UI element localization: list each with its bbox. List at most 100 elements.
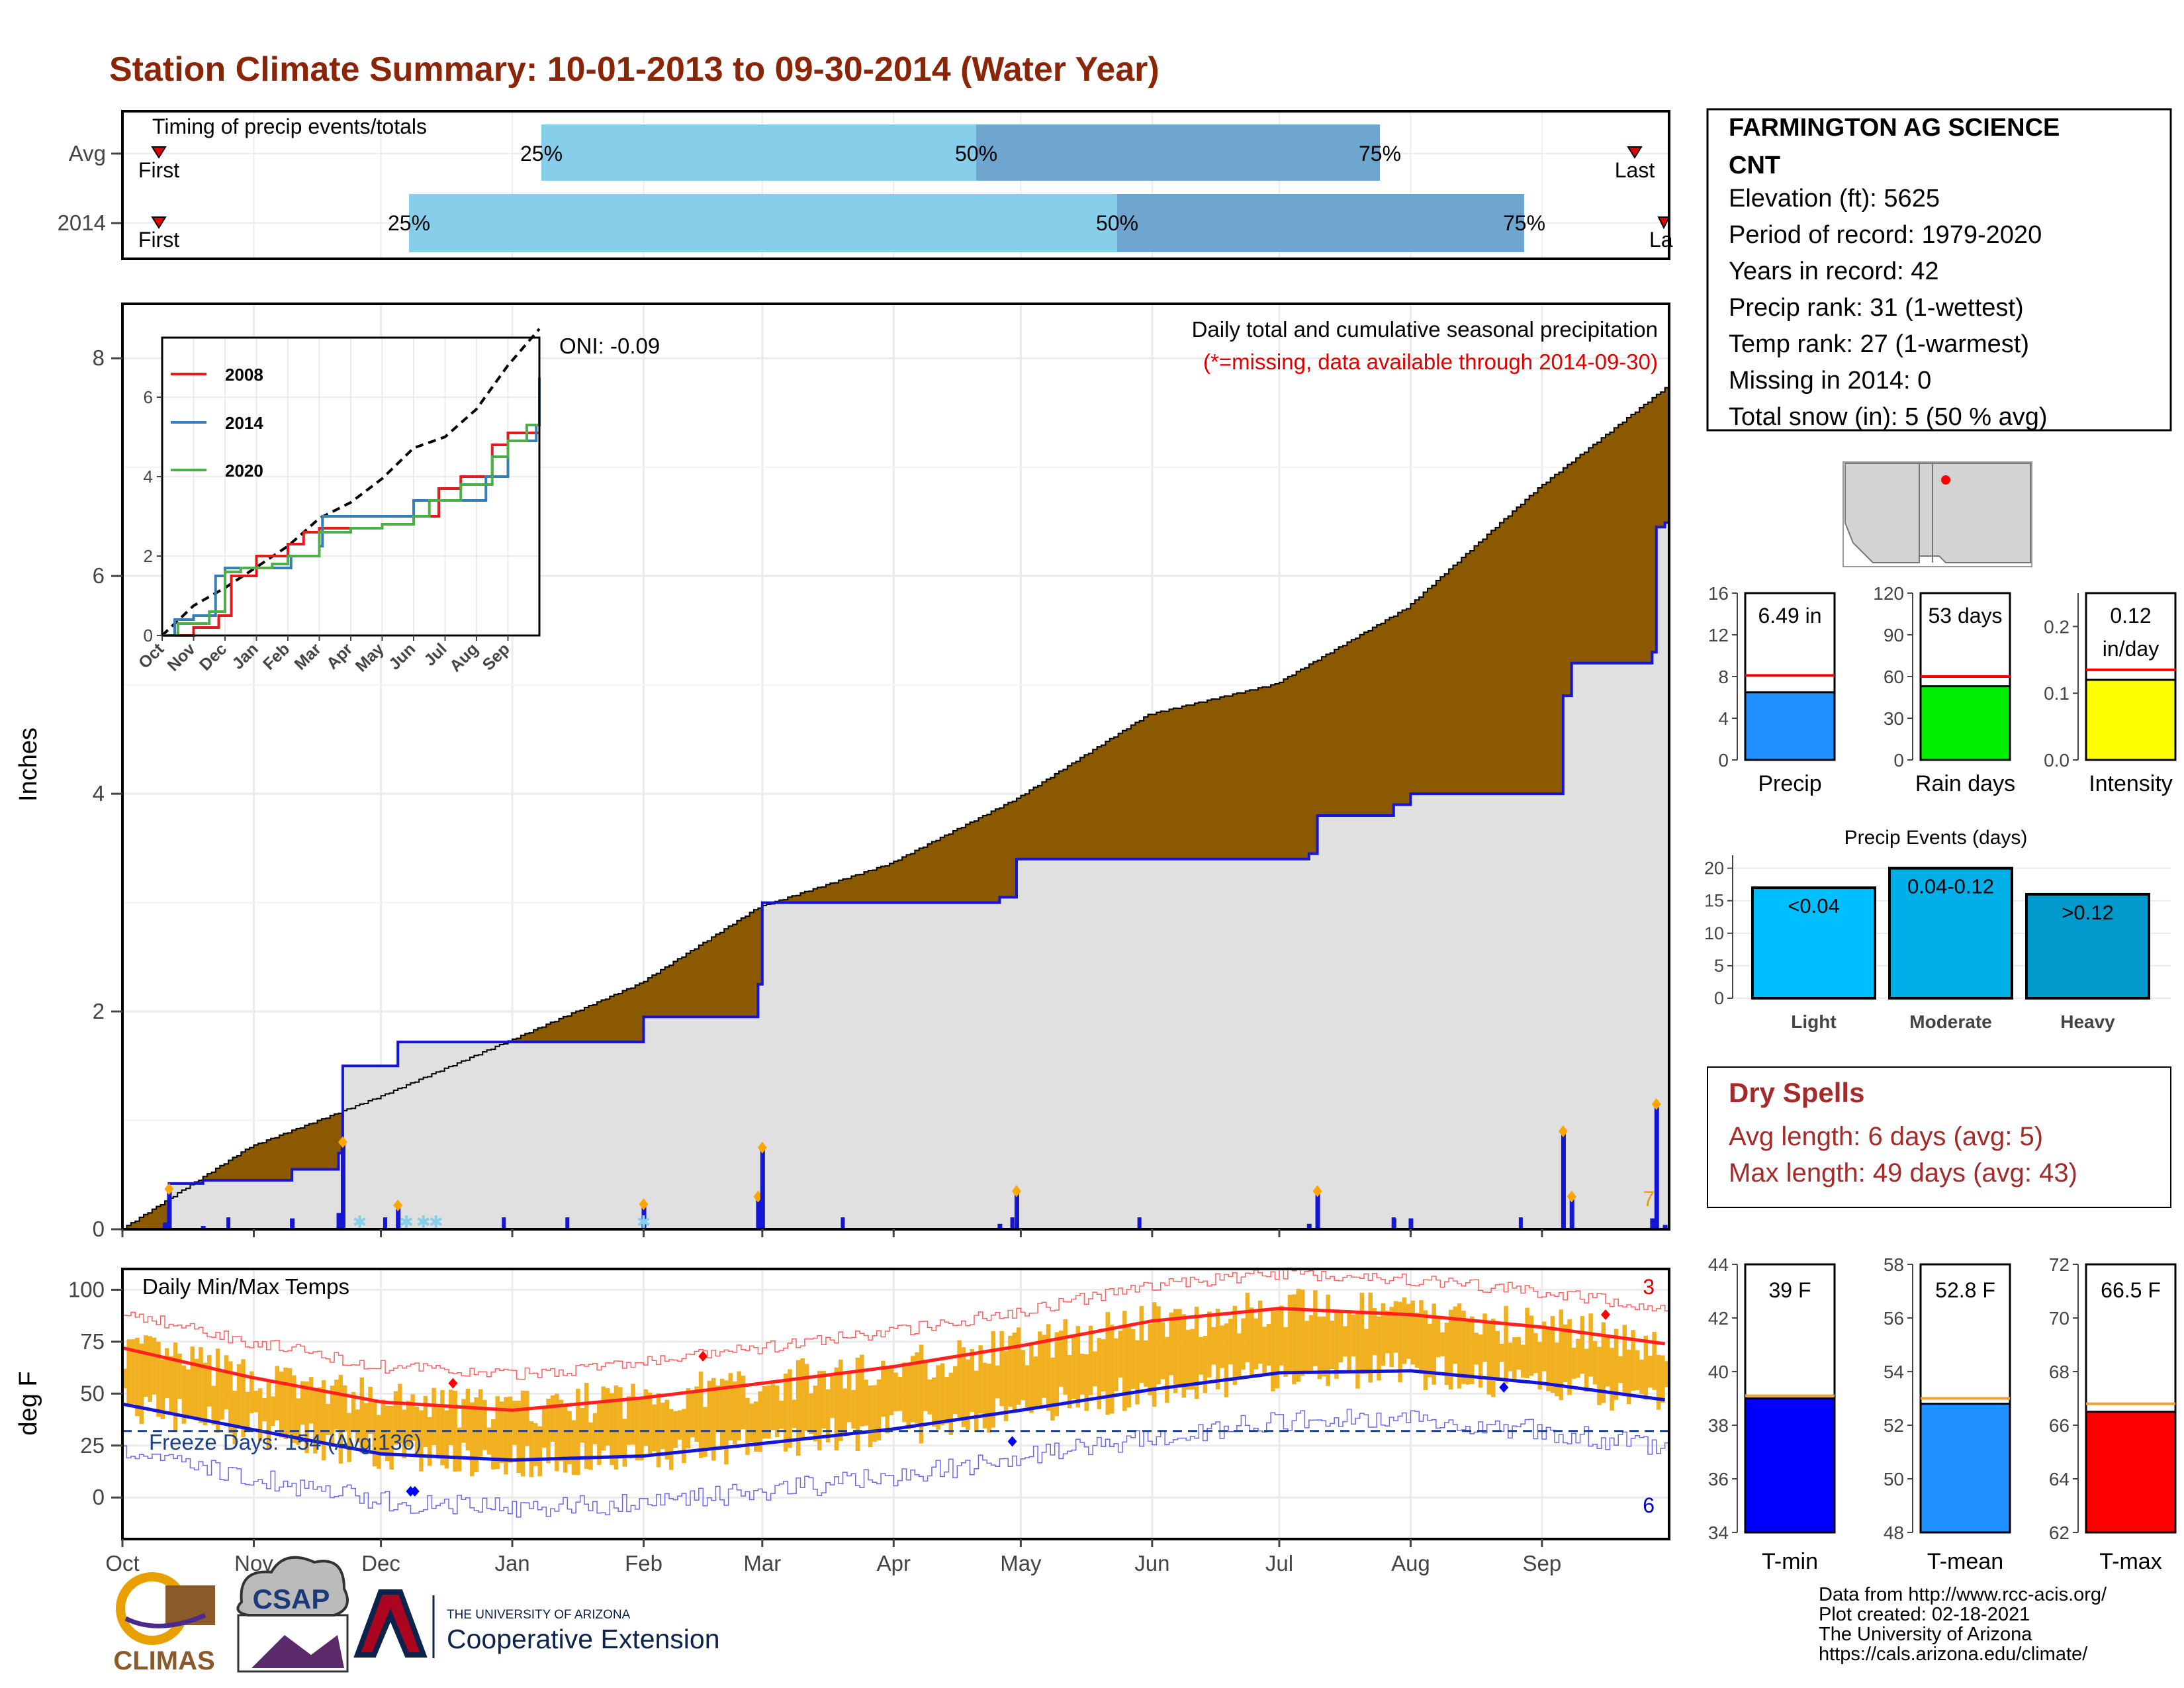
daily-temp-bar: [1105, 1312, 1110, 1415]
daily-temp-bar: [363, 1403, 369, 1454]
daily-temp-bar: [271, 1396, 275, 1427]
temp-summary-label: T-max: [2099, 1549, 2161, 1574]
daily-temp-bar: [842, 1388, 847, 1436]
mini-bar-rain-days: 0 30 60 90 120 53 days Rain days: [1873, 583, 2015, 796]
mini-bar-value-label: 53 days: [1928, 604, 2002, 628]
daily-temp-bar: [186, 1369, 191, 1416]
daily-temp-bar: [1084, 1354, 1089, 1411]
daily-temp-bar: [754, 1401, 758, 1452]
mini-bar-y-tick: 16: [1708, 583, 1729, 604]
daily-temp-bar: [482, 1399, 487, 1450]
daily-temp-bar: [313, 1391, 318, 1454]
daily-temp-bar: [1499, 1343, 1504, 1362]
daily-temp-bar: [491, 1419, 496, 1470]
daily-temp-bar: [660, 1402, 665, 1450]
temp-record-max-line: [122, 1267, 1670, 1380]
timing-avg-first-marker: [151, 146, 167, 159]
mini-bar-value: [1744, 691, 1836, 761]
page-title: Station Climate Summary: 10-01-2013 to 0…: [109, 50, 1160, 89]
mini-bar-value: [2085, 679, 2177, 761]
daily-temp-bar: [1059, 1331, 1064, 1387]
temp-avg-min-line: [122, 1369, 1665, 1462]
daily-temp-bar: [1029, 1344, 1034, 1413]
snow-marker: ✱: [353, 1212, 367, 1232]
daily-temp-bar: [470, 1402, 475, 1477]
daily-temp-bar: [673, 1411, 678, 1448]
daily-temp-bar: [520, 1390, 525, 1477]
daily-temp-bar: [533, 1423, 538, 1466]
daily-temp-bar: [499, 1401, 504, 1464]
daily-temp-bar: [1021, 1350, 1025, 1401]
daily-temp-bar: [635, 1400, 640, 1461]
daily-temp-bar: [444, 1410, 449, 1469]
daily-temp-bar: [1101, 1339, 1106, 1392]
timing-2014-q75-label: 75%: [1503, 211, 1545, 235]
daily-temp-bar: [228, 1361, 233, 1434]
daily-temp-bar: [677, 1410, 682, 1440]
daily-temp-bar: [940, 1363, 945, 1425]
location-map: [1843, 461, 2032, 567]
daily-temp-bar: [1330, 1321, 1335, 1370]
daily-temp-bar: [1482, 1313, 1487, 1362]
daily-temp-bar: [1093, 1351, 1097, 1387]
daily-temp-bar: [690, 1392, 695, 1438]
daily-temp-bar: [1432, 1303, 1436, 1385]
daily-temp-bar: [1359, 1292, 1365, 1374]
station-snow: Total snow (in): 5 (50 % avg): [1729, 403, 2048, 431]
month-label: Mar: [743, 1551, 781, 1575]
daily-temp-bar: [1559, 1309, 1564, 1400]
daily-temp-bar: [698, 1372, 704, 1458]
daily-temp-bar: [546, 1398, 551, 1464]
daily-precip-bar: [1654, 1103, 1659, 1229]
daily-temp-bar: [130, 1339, 136, 1405]
daily-temp-bar: [839, 1359, 843, 1442]
daily-temp-bar: [952, 1366, 958, 1415]
daily-temp-bar: [1393, 1301, 1398, 1353]
daily-precip-bar: [1518, 1217, 1523, 1229]
daily-temp-bar: [1622, 1325, 1627, 1397]
daily-temp-bar: [1177, 1309, 1182, 1386]
station-elevation: Elevation (ft): 5625: [1729, 185, 1940, 212]
daily-temp-bar: [211, 1385, 216, 1425]
daily-temp-bar: [1639, 1360, 1644, 1394]
temp-summary-y-tick: 68: [2049, 1362, 2070, 1382]
month-label: Sep: [1523, 1551, 1562, 1575]
mini-bar-y-tick: 0: [1893, 750, 1904, 771]
uofa-logo: THE UNIVERSITY OF ARIZONA Cooperative Ex…: [353, 1589, 720, 1658]
events-category-label: Moderate: [1909, 1011, 1991, 1032]
precip-event-marker: [164, 1183, 174, 1196]
daily-temp-bar: [1351, 1314, 1356, 1357]
daily-temp-bar: [245, 1391, 250, 1429]
temp-summary-label: T-min: [1762, 1549, 1818, 1574]
daily-temp-bar: [1190, 1329, 1195, 1390]
temp-y-tick: 25: [80, 1433, 105, 1458]
footer-line3: The University of Arizona: [1819, 1624, 2032, 1645]
snow-marker: ✱: [416, 1212, 431, 1232]
temp-summary-t-max: 62 64 66 68 70 72 66.5 F T-max: [2049, 1254, 2177, 1574]
daily-temp-bar: [241, 1359, 246, 1438]
daily-temp-bar: [1364, 1329, 1369, 1374]
timing-avg-q25-label: 25%: [520, 142, 563, 165]
daily-precip-bar: [1315, 1191, 1320, 1229]
daily-temp-bar: [300, 1381, 305, 1425]
daily-temp-bar: [1435, 1317, 1441, 1358]
temp-summary-y-tick: 44: [1708, 1254, 1729, 1275]
daily-temp-bar: [1491, 1318, 1496, 1397]
events-bar-label: <0.04: [1788, 894, 1839, 917]
temp-summary-value-label: 52.8 F: [1935, 1278, 1995, 1302]
daily-temp-bar: [664, 1399, 670, 1460]
daily-temp-bar: [846, 1370, 852, 1423]
daily-precip-bar: [1561, 1131, 1566, 1229]
footer-credits: Data from http://www.rcc-acis.org/ Plot …: [1819, 1584, 2107, 1665]
daily-temp-bar: [423, 1395, 428, 1447]
daily-temp-bar: [1347, 1310, 1351, 1374]
mini-bar-value: [1919, 685, 2011, 761]
mini-bar-y-tick: 12: [1708, 625, 1729, 645]
daily-temp-bar: [330, 1385, 335, 1447]
daily-precip-bar: [1014, 1191, 1019, 1229]
daily-temp-bar: [262, 1397, 267, 1422]
daily-temp-bar: [1597, 1346, 1602, 1405]
daily-temp-bar: [181, 1365, 187, 1424]
daily-temp-bar: [682, 1409, 686, 1464]
mini-bar-y-tick: 90: [1884, 625, 1904, 645]
